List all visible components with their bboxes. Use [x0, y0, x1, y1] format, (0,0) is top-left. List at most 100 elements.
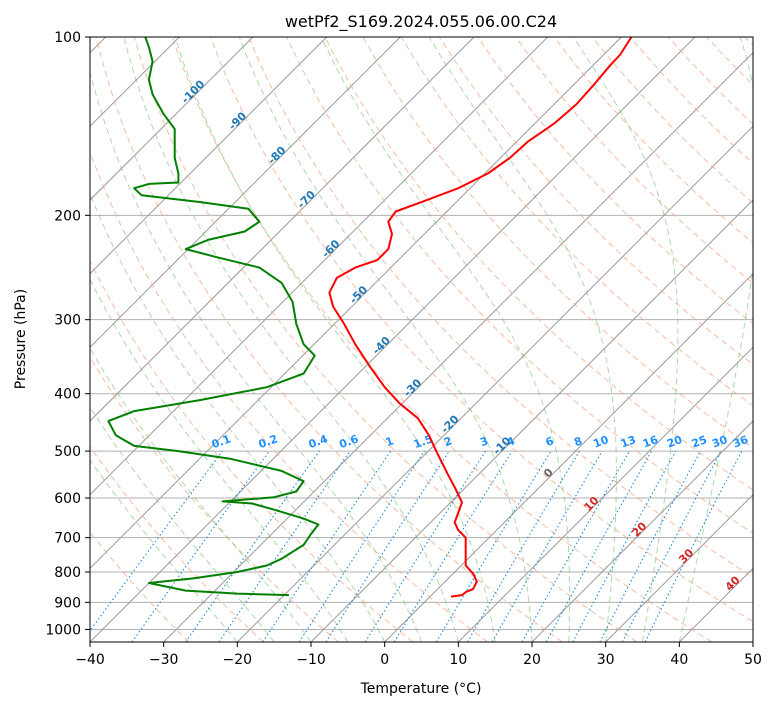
- dewpoint-profile-line: [107, 37, 320, 597]
- mixing-ratio-label: 4: [505, 434, 517, 449]
- mixing-ratio-label: 2: [442, 434, 454, 449]
- x-axis-label: Temperature (°C): [360, 681, 482, 697]
- mixing-ratio-label: 20: [665, 433, 684, 451]
- x-tick-label: 30: [597, 652, 615, 668]
- isotherm-line: [90, 37, 254, 201]
- isotherm-line: [90, 37, 328, 275]
- moist-adiabat-line: [678, 37, 753, 642]
- isotherm-line: [236, 125, 753, 642]
- moist-adiabat-line: [123, 37, 459, 642]
- mixing-ratio-label: 25: [690, 433, 709, 450]
- mixing-ratio-label: 0.4: [307, 432, 330, 451]
- moist-adiabat-line: [90, 347, 312, 642]
- isotherm-line: [384, 272, 753, 642]
- x-tick-label: −30: [149, 652, 179, 668]
- moist-adiabat-line: [174, 37, 496, 642]
- moist-adiabat-line: [90, 278, 349, 642]
- y-tick-label: 1000: [45, 622, 81, 638]
- isotherm-line: [90, 37, 622, 570]
- y-tick-label: 400: [54, 387, 81, 403]
- isotherm-line: [90, 37, 549, 496]
- dry-adiabat-line: [95, 37, 563, 642]
- y-tick-label: 100: [54, 30, 81, 46]
- mixing-ratio-line: [90, 450, 223, 632]
- mixing-ratio-line: [325, 450, 450, 642]
- dry-adiabat-line: [133, 37, 638, 642]
- x-axis-ticks: −40 −30 −20 −10 0 10 20 30 40 50: [75, 642, 762, 668]
- dry-adiabat-line: [706, 37, 753, 86]
- x-tick-label: −40: [75, 652, 105, 668]
- y-tick-label: 600: [54, 491, 81, 507]
- x-tick-label: 10: [449, 652, 467, 668]
- x-tick-label: 50: [744, 652, 762, 668]
- isotherm-label: 20: [629, 519, 649, 539]
- dry-adiabat-line: [553, 37, 753, 244]
- y-tick-label: 500: [54, 444, 81, 460]
- x-tick-label: −10: [296, 652, 326, 668]
- isotherm-label: 40: [723, 573, 743, 593]
- mixing-ratio-line: [364, 450, 486, 642]
- y-axis-label: Pressure (hPa): [13, 289, 29, 389]
- isotherm-label: -40: [370, 334, 393, 357]
- isotherm-label: -30: [401, 376, 424, 399]
- y-tick-label: 800: [54, 565, 81, 581]
- moist-adiabat-line: [320, 37, 571, 642]
- mixing-ratio-label: 3: [478, 434, 490, 449]
- y-tick-label: 300: [54, 313, 81, 329]
- isotherm-line: [678, 567, 753, 642]
- dry-adiabat-line: [286, 37, 753, 534]
- moist-adiabat-line: [572, 37, 679, 642]
- mixing-ratio-line: [644, 450, 743, 642]
- y-axis-ticks: 100 200 300 400 500 600 700 800 900 1000: [45, 30, 90, 638]
- mixing-ratio-label: 10: [591, 433, 610, 451]
- dry-adiabat-line: [90, 259, 414, 642]
- moist-adiabat-line: [428, 37, 617, 642]
- mixing-ratio-line: [185, 450, 320, 642]
- dry-adiabat-line: [248, 37, 753, 578]
- moist-adiabat-line: [90, 459, 238, 642]
- isotherm-label: -60: [319, 237, 342, 260]
- isotherm-label: -100: [179, 77, 208, 106]
- isotherm-line: [531, 420, 753, 642]
- isotherm-label: 30: [676, 546, 696, 566]
- dry-adiabat-line: [90, 150, 488, 642]
- isotherm-line: [90, 37, 475, 422]
- isotherm-line: [90, 37, 696, 642]
- mixing-ratio-line: [435, 450, 552, 642]
- dry-adiabat-line: [210, 37, 753, 623]
- moist-adiabat-line: [90, 192, 386, 642]
- isotherm-label: -50: [347, 283, 370, 306]
- x-tick-label: 40: [670, 652, 688, 668]
- mixing-ratio-label: 30: [710, 433, 729, 451]
- dry-adiabat-line: [744, 37, 753, 47]
- moist-adiabat-line: [90, 70, 422, 642]
- isotherm-label: -80: [265, 144, 288, 167]
- temperature-profile-line: [328, 37, 633, 598]
- profile-series: [107, 37, 633, 598]
- plot-frame: [89, 36, 754, 643]
- mixing-ratio-line: [131, 450, 270, 642]
- mixing-ratio-line: [521, 450, 630, 642]
- mixing-ratio-line: [545, 450, 653, 642]
- y-tick-label: 200: [54, 208, 81, 224]
- moist-adiabat-lines: [90, 37, 753, 642]
- isotherm-line: [752, 641, 753, 642]
- mixing-ratio-line: [393, 450, 513, 642]
- x-tick-label: 0: [380, 652, 389, 668]
- mixing-ratio-label: 1: [384, 434, 396, 449]
- mixing-ratio-label: 16: [641, 433, 660, 451]
- dry-adiabat-line: [324, 37, 753, 491]
- mixing-ratio-lines: [90, 450, 743, 642]
- mixing-ratio-line: [572, 450, 677, 642]
- mixing-ratio-label: 13: [619, 433, 638, 450]
- x-tick-label: 20: [523, 652, 541, 668]
- isotherm-line: [457, 346, 753, 642]
- mixing-ratio-label: 0.2: [257, 432, 280, 451]
- dry-adiabat-line: [90, 356, 339, 642]
- mixing-ratio-line: [467, 450, 580, 642]
- isotherm-label: 10: [581, 494, 601, 514]
- dry-adiabat-line: [515, 37, 753, 284]
- mixing-ratio-label: 0.1: [210, 432, 233, 451]
- y-tick-label: 700: [54, 531, 81, 547]
